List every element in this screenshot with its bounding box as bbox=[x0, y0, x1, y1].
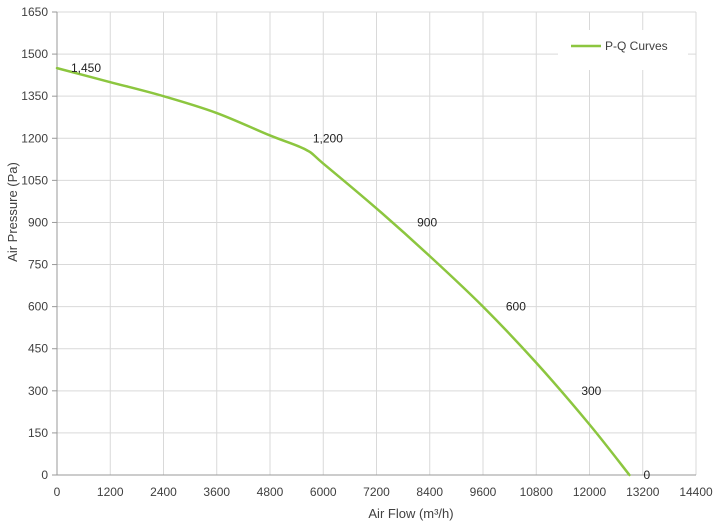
data-label: 300 bbox=[581, 384, 601, 398]
y-tick-label: 450 bbox=[28, 342, 48, 356]
y-tick-label: 900 bbox=[28, 215, 48, 229]
series bbox=[55, 66, 631, 477]
legend: P-Q Curves bbox=[558, 30, 688, 70]
x-tick-label: 3600 bbox=[203, 485, 230, 499]
y-tick-label: 1050 bbox=[21, 173, 48, 187]
y-tick-label: 300 bbox=[28, 384, 48, 398]
x-tick-label: 7200 bbox=[363, 485, 390, 499]
x-tick-label: 8400 bbox=[416, 485, 443, 499]
legend-label: P-Q Curves bbox=[605, 39, 668, 53]
x-tick-label: 4800 bbox=[257, 485, 284, 499]
x-tick-label: 1200 bbox=[97, 485, 124, 499]
x-tick-label: 0 bbox=[54, 485, 61, 499]
x-tick-label: 2400 bbox=[150, 485, 177, 499]
y-tick-label: 150 bbox=[28, 426, 48, 440]
data-label: 0 bbox=[643, 468, 650, 482]
y-tick-label: 750 bbox=[28, 258, 48, 272]
series-line bbox=[55, 66, 631, 477]
x-tick-label: 10800 bbox=[520, 485, 554, 499]
y-tick-label: 1350 bbox=[21, 89, 48, 103]
y-tick-label: 0 bbox=[41, 468, 48, 482]
x-tick-label: 14400 bbox=[679, 485, 713, 499]
data-labels: 1,450 1,200 900 600 300 0 bbox=[71, 61, 650, 482]
y-tick-label: 600 bbox=[28, 300, 48, 314]
data-label: 900 bbox=[417, 215, 437, 229]
data-label: 1,200 bbox=[313, 131, 343, 145]
legend-box bbox=[558, 30, 688, 70]
axis-ticks: 0 1200 2400 3600 4800 6000 7200 8400 9600 10800 12… bbox=[21, 5, 713, 499]
y-tick-label: 1650 bbox=[21, 5, 48, 19]
grid bbox=[52, 11, 697, 476]
x-tick-label: 9600 bbox=[470, 485, 497, 499]
x-tick-label: 12000 bbox=[573, 485, 607, 499]
data-label: 600 bbox=[506, 300, 526, 314]
y-tick-label: 1200 bbox=[21, 131, 48, 145]
x-tick-label: 6000 bbox=[310, 485, 337, 499]
y-axis-title: Air Pressure (Pa) bbox=[5, 162, 20, 262]
y-tick-label: 1500 bbox=[21, 47, 48, 61]
data-label: 1,450 bbox=[71, 61, 101, 75]
x-tick-label: 13200 bbox=[626, 485, 660, 499]
x-axis-title: Air Flow (m³/h) bbox=[368, 506, 453, 521]
